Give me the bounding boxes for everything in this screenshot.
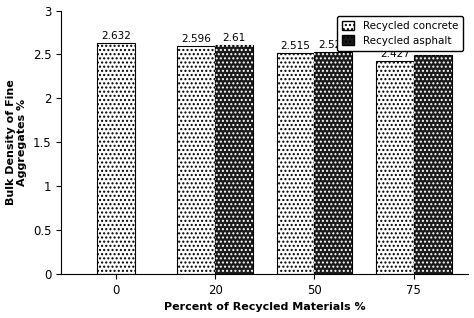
Text: 2.61: 2.61 xyxy=(222,33,246,43)
Bar xyxy=(414,55,452,274)
Bar xyxy=(314,52,352,274)
Text: 2.523: 2.523 xyxy=(319,40,348,50)
Bar xyxy=(215,45,253,274)
Bar xyxy=(215,45,253,274)
Text: 2.427: 2.427 xyxy=(380,49,410,59)
Bar xyxy=(277,53,314,274)
Text: 2.515: 2.515 xyxy=(281,41,310,51)
Bar xyxy=(314,52,352,274)
Text: 2.632: 2.632 xyxy=(101,31,131,41)
Bar xyxy=(177,46,215,274)
Y-axis label: Bulk Density of Fine
Aggregates %: Bulk Density of Fine Aggregates % xyxy=(6,80,27,205)
Bar xyxy=(376,61,414,274)
Bar xyxy=(97,43,135,274)
Text: 2.596: 2.596 xyxy=(181,34,211,44)
Bar xyxy=(414,55,452,274)
Legend: Recycled concrete, Recycled asphalt: Recycled concrete, Recycled asphalt xyxy=(337,16,463,51)
Text: 2.489: 2.489 xyxy=(418,43,447,53)
X-axis label: Percent of Recycled Materials %: Percent of Recycled Materials % xyxy=(164,302,365,313)
